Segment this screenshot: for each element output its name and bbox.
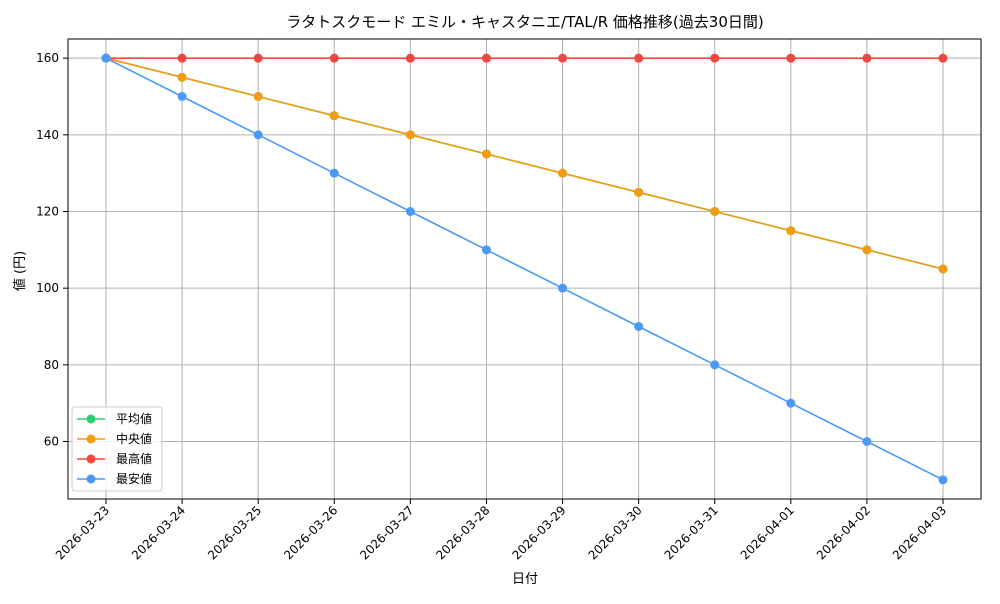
y-axis-title: 値 (円) — [12, 251, 28, 291]
x-tick-label: 2026-04-02 — [814, 503, 873, 562]
y-tick-label: 100 — [36, 281, 59, 295]
data-point — [177, 72, 187, 82]
series-3 — [101, 53, 948, 63]
x-tick-label: 2026-03-25 — [205, 503, 264, 562]
legend-marker — [86, 414, 96, 424]
x-tick-label: 2026-03-23 — [53, 503, 112, 562]
data-point — [634, 53, 644, 63]
y-tick-label: 120 — [36, 205, 59, 219]
legend-label: 中央値 — [116, 431, 152, 446]
data-point — [481, 245, 491, 255]
x-tick-label: 2026-03-26 — [281, 503, 340, 562]
y-tick-label: 60 — [44, 435, 59, 449]
series-line — [105, 57, 944, 270]
x-tick-label: 2026-03-31 — [662, 503, 721, 562]
data-point — [862, 437, 872, 446]
legend-item: 最高値 — [77, 451, 152, 466]
data-point — [177, 53, 187, 63]
data-point — [938, 264, 948, 274]
x-tick-label: 2026-03-27 — [357, 503, 416, 562]
data-point — [329, 53, 339, 63]
legend-box — [71, 406, 163, 492]
series-2 — [101, 53, 948, 274]
x-tick-label: 2026-04-03 — [890, 503, 949, 562]
legend-marker — [86, 434, 96, 444]
x-tick-label: 2026-04-01 — [738, 503, 797, 562]
data-point — [253, 92, 263, 101]
y-tick-label: 160 — [36, 51, 59, 65]
legend-item: 平均値 — [77, 411, 152, 426]
data-point — [329, 168, 339, 178]
series-4 — [101, 53, 948, 485]
data-point — [786, 226, 796, 236]
legend-label: 最高値 — [116, 451, 152, 466]
data-point — [862, 53, 872, 63]
y-tick-label: 80 — [44, 358, 59, 372]
data-point — [938, 53, 948, 63]
data-point — [786, 398, 796, 408]
data-point — [710, 53, 720, 63]
data-point — [786, 53, 796, 63]
data-point — [710, 360, 720, 370]
x-axis-title: 日付 — [512, 572, 538, 587]
legend-label: 平均値 — [116, 411, 152, 426]
data-point — [938, 475, 948, 485]
data-point — [558, 283, 568, 293]
legend-label: 最安値 — [116, 471, 152, 486]
x-tick-label: 2026-03-28 — [433, 503, 492, 562]
data-point — [329, 111, 339, 121]
data-point — [710, 207, 720, 216]
data-point — [558, 168, 568, 178]
data-point — [481, 149, 491, 159]
data-point — [558, 53, 568, 63]
legend-item: 中央値 — [77, 431, 152, 446]
data-point — [481, 53, 491, 63]
x-tick-label: 2026-03-29 — [509, 503, 568, 562]
data-point — [253, 130, 263, 140]
series-line — [105, 57, 944, 481]
data-point — [405, 130, 415, 140]
data-point — [405, 53, 415, 63]
series-layer — [101, 53, 948, 485]
axes: 2026-03-23 2026-03-24 2026-03-25 2026-03-26… — [36, 51, 949, 562]
data-point — [253, 53, 263, 63]
legend-item: 最安値 — [77, 471, 152, 486]
data-point — [634, 322, 644, 331]
data-point — [862, 245, 872, 255]
plot-area-frame — [67, 38, 982, 500]
data-point — [177, 92, 187, 101]
y-tick-label: 140 — [36, 128, 59, 142]
x-tick-label: 2026-03-30 — [586, 503, 645, 562]
legend-marker — [86, 454, 96, 464]
data-point — [634, 187, 644, 197]
data-point — [405, 207, 415, 216]
legend-marker — [86, 474, 96, 484]
chart-title: ラタトスクモード エミル・キャスタニエ/TAL/R 価格推移(過去30日間) — [286, 13, 763, 31]
data-point — [101, 53, 111, 63]
x-tick-label: 2026-03-24 — [129, 503, 188, 562]
